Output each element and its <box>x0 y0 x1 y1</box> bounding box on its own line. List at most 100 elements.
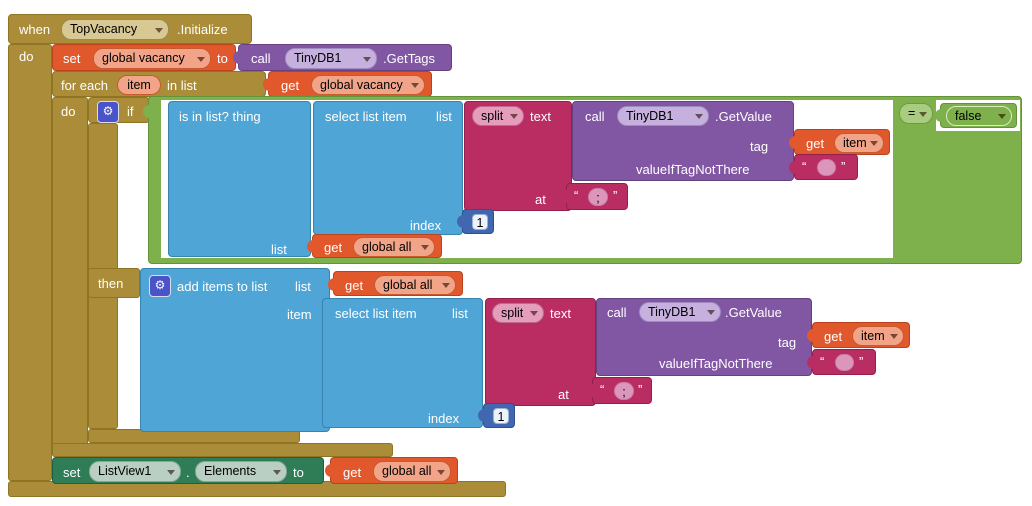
dropdown-arrow-icon[interactable] <box>870 141 878 146</box>
at-input-label: at <box>558 387 569 402</box>
call-getvalue-block[interactable]: call TinyDB1 .GetValue tag valueIfTagNot… <box>596 298 812 376</box>
split-op-dropdown[interactable]: split <box>492 303 544 323</box>
component-dropdown-label: TinyDB1 <box>294 51 342 65</box>
dropdown-arrow-icon[interactable] <box>273 469 281 475</box>
number-field[interactable]: 1 <box>493 408 509 424</box>
at-string-block[interactable]: “ ; ” <box>561 183 628 210</box>
boolean-dropdown[interactable]: false <box>946 106 1012 126</box>
dropdown-arrow-icon[interactable] <box>442 283 450 288</box>
dropdown-arrow-icon[interactable] <box>998 114 1006 119</box>
dropdown-arrow-icon[interactable] <box>890 334 898 339</box>
connector-plug-icon <box>307 240 314 253</box>
number-block[interactable]: 1 <box>478 403 515 428</box>
component-dropdown[interactable]: TopVacancy <box>61 19 169 40</box>
add-items-to-list-block[interactable]: ⚙ add items to list list item <box>140 268 330 432</box>
loop-item-field[interactable]: item <box>117 75 161 95</box>
variable-dropdown[interactable]: global vacancy <box>311 75 425 95</box>
dropdown-arrow-icon[interactable] <box>530 311 538 316</box>
number-field[interactable]: 1 <box>472 214 488 230</box>
is-in-list-block[interactable]: is in list? thing list <box>168 101 311 257</box>
variable-dropdown[interactable]: global all <box>353 237 435 257</box>
mutator-gear-icon[interactable]: ⚙ <box>97 101 119 123</box>
dropdown-arrow-icon[interactable] <box>437 469 445 475</box>
call-getvalue-block[interactable]: call TinyDB1 .GetValue tag valueIfTagNot… <box>572 101 794 181</box>
get-keyword: get <box>324 240 343 255</box>
set-component-property-block[interactable]: set ListView1 . Elements to <box>52 457 324 484</box>
split-text-block[interactable]: split text at <box>464 101 572 211</box>
get-global-vacancy-block[interactable]: get global vacancy <box>263 71 432 97</box>
select-list-item-label: select list item <box>335 306 417 321</box>
variable-dropdown-label: global all <box>382 464 432 478</box>
for-each-block-header[interactable]: for each item in list <box>52 71 266 97</box>
connector-plug-icon <box>561 190 568 203</box>
get-global-all-block[interactable]: get global all <box>328 271 463 296</box>
variable-dropdown[interactable]: global all <box>374 275 456 295</box>
mutator-gear-icon[interactable]: ⚙ <box>149 275 171 297</box>
number-block[interactable]: 1 <box>457 209 494 234</box>
get-global-all-block[interactable]: get global all <box>325 457 458 484</box>
component-dropdown[interactable]: TinyDB1 <box>285 48 377 69</box>
get-keyword: get <box>824 329 843 344</box>
call-keyword: call <box>585 109 605 124</box>
dropdown-arrow-icon[interactable] <box>197 56 205 62</box>
variable-dropdown[interactable]: item <box>852 326 904 346</box>
dropdown-arrow-icon[interactable] <box>707 310 715 315</box>
select-list-item-block[interactable]: select list item list index <box>313 101 463 235</box>
component-dropdown[interactable]: ListView1 <box>89 461 181 482</box>
variable-dropdown[interactable]: global vacancy <box>93 48 211 69</box>
connector-plug-icon <box>233 51 240 64</box>
dropdown-arrow-icon[interactable] <box>695 114 703 119</box>
compare-op-dropdown[interactable]: = <box>899 103 933 124</box>
set-variable-block[interactable]: set global vacancy to <box>52 44 236 71</box>
when-event-block-spine[interactable]: do <box>8 44 52 481</box>
get-keyword: get <box>281 78 300 93</box>
split-op-dropdown[interactable]: split <box>472 106 524 126</box>
empty-string-block[interactable]: “ ” <box>807 349 876 375</box>
when-event-block-header[interactable]: when TopVacancy .Initialize <box>8 14 252 44</box>
open-quote: “ <box>802 159 807 174</box>
variable-dropdown[interactable]: global all <box>373 461 451 482</box>
dropdown-arrow-icon[interactable] <box>363 56 371 62</box>
tag-input-label: tag <box>750 139 769 154</box>
index-input-label: index <box>428 411 460 426</box>
connector-plug-icon <box>807 356 814 369</box>
get-global-all-block[interactable]: get global all <box>307 234 442 258</box>
if-block-then-cell[interactable]: then <box>88 268 140 298</box>
dropdown-arrow-icon[interactable] <box>919 111 927 117</box>
string-text-field[interactable]: ; <box>588 188 608 206</box>
component-dropdown[interactable]: TinyDB1 <box>639 302 721 322</box>
false-block[interactable]: false <box>935 103 1017 128</box>
connector-plug-icon <box>325 464 332 477</box>
call-gettags-block[interactable]: call TinyDB1 .GetTags <box>233 44 452 71</box>
valueiftagnotthere-input-label: valueIfTagNotThere <box>636 162 750 177</box>
property-dropdown[interactable]: Elements <box>195 461 287 482</box>
empty-string-block[interactable]: “ ” <box>789 154 858 180</box>
dropdown-arrow-icon[interactable] <box>421 245 429 250</box>
dropdown-arrow-icon[interactable] <box>155 27 163 33</box>
variable-dropdown-label: global all <box>362 240 412 254</box>
index-input-label: index <box>410 218 442 233</box>
string-text-field[interactable]: ; <box>614 382 634 400</box>
then-label: then <box>98 276 124 291</box>
get-item-block[interactable]: get item <box>807 322 910 348</box>
for-each-block-spine[interactable]: do <box>52 97 88 457</box>
list-input-label: list <box>295 279 311 294</box>
list-input-label: list <box>271 242 287 257</box>
split-op-label: split <box>501 306 524 320</box>
string-text-field[interactable] <box>835 354 854 371</box>
loop-item-label: item <box>127 78 151 92</box>
method-name-label: .GetTags <box>383 51 436 66</box>
dropdown-arrow-icon[interactable] <box>411 83 419 88</box>
dropdown-arrow-icon[interactable] <box>167 469 175 475</box>
get-item-block[interactable]: get item <box>789 129 890 155</box>
dropdown-arrow-icon[interactable] <box>510 114 518 119</box>
variable-dropdown[interactable]: item <box>834 133 884 153</box>
select-list-item-block[interactable]: select list item list index <box>322 298 483 428</box>
if-block-header[interactable]: ⚙ if <box>88 97 150 123</box>
text-input-label: text <box>550 306 571 321</box>
string-text-field[interactable] <box>817 159 836 176</box>
split-text-block[interactable]: split text at <box>485 298 596 406</box>
at-string-block[interactable]: “ ; ” <box>587 377 652 404</box>
component-dropdown[interactable]: TinyDB1 <box>617 106 709 126</box>
for-each-block-bottom[interactable] <box>52 443 393 457</box>
